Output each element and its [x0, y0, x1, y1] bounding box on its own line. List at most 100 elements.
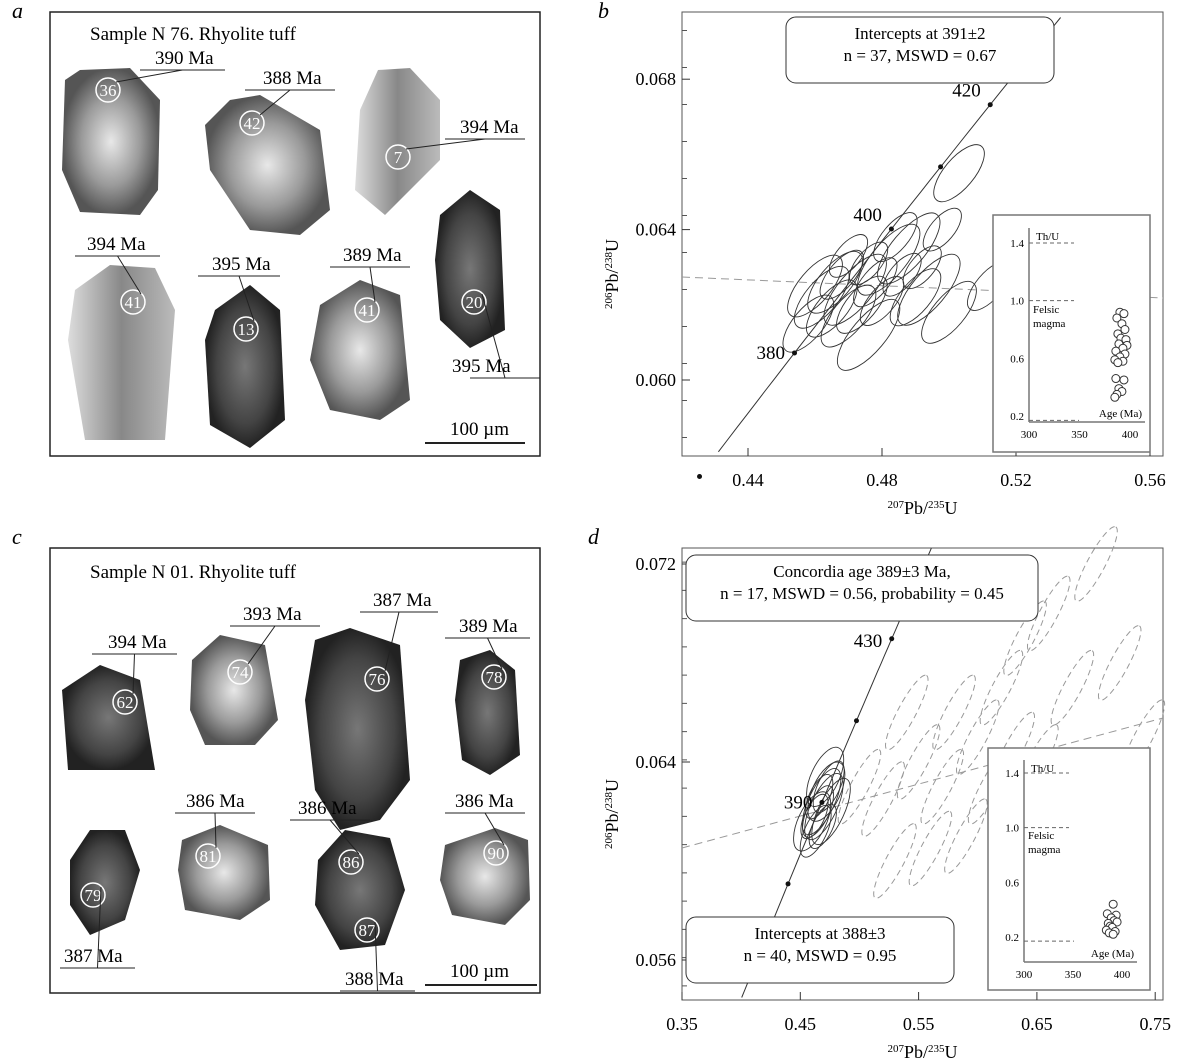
grain-number: 79 [85, 886, 102, 905]
panel-label-c: c [12, 524, 22, 549]
panel-label-b: b [598, 0, 609, 23]
leader-line [369, 266, 376, 303]
grain-number-circle [239, 110, 265, 136]
error-ellipse [889, 268, 942, 327]
grain-age: 388 Ma [345, 969, 404, 990]
inset-x-tick: 300 [1016, 969, 1033, 981]
grain-age: 390 Ma [155, 48, 214, 69]
zircon-grain [178, 825, 270, 920]
grain-number-circle [233, 316, 259, 342]
grain-age: 395 Ma [212, 254, 271, 275]
grain-number-circle [338, 849, 364, 875]
error-ellipse [897, 253, 961, 326]
error-ellipse [828, 234, 869, 278]
inset-data-point [1113, 358, 1123, 368]
grain-number: 42 [244, 114, 261, 133]
dashed-error-ellipse [944, 798, 988, 875]
grain-age: 386 Ma [186, 791, 245, 812]
leader-line [238, 275, 255, 322]
inset-y-label: Th/U [1031, 763, 1054, 775]
y-tick-label: 0.064 [636, 220, 677, 240]
leader-line [405, 138, 486, 150]
age-marker [853, 718, 859, 724]
leader-line [214, 812, 217, 849]
y-tick-label: 0.056 [636, 950, 677, 970]
inset-note: Felsic [1028, 830, 1054, 842]
grain-age: 386 Ma [455, 791, 514, 812]
inset-x-tick: 400 [1122, 429, 1139, 441]
dashed-error-ellipse [885, 674, 929, 751]
grain-number: 76 [369, 670, 386, 689]
y-tick-label: 0.064 [636, 752, 677, 772]
grain-number-circle [364, 666, 390, 692]
y-axis-label: 206Pb/238U [602, 239, 622, 309]
y-tick-label: 0.060 [636, 370, 677, 390]
annotation-box [685, 916, 955, 984]
grain-number: 62 [117, 693, 134, 712]
x-tick-label: 0.45 [785, 1014, 817, 1034]
inset-data-point [1108, 929, 1118, 939]
leader-line [487, 637, 503, 670]
error-ellipse [922, 207, 962, 252]
zircon-grain [68, 265, 175, 440]
x-tick-label: 0.44 [732, 470, 764, 490]
grain-age: 393 Ma [243, 604, 302, 625]
grain-number-circle [227, 659, 253, 685]
x-axis-label: 207Pb/235U [887, 498, 957, 518]
inset-data-point [1119, 375, 1129, 385]
grain-age: 394 Ma [87, 234, 146, 255]
dashed-error-ellipse [1026, 575, 1071, 652]
inset-y-tick: 0.6 [1005, 877, 1019, 889]
inset-x-label: Age (Ma) [1099, 408, 1142, 420]
inset-data-point [1112, 917, 1122, 927]
grain-number: 7 [394, 148, 403, 167]
zircon-grain [455, 650, 520, 775]
error-ellipse [805, 774, 834, 820]
leader-line [481, 293, 506, 379]
concordia-age-label: 430 [854, 631, 883, 652]
leader-line [374, 921, 378, 992]
dashed-error-ellipse [979, 649, 1024, 726]
annotation-line-1: Concordia age 389±3 Ma, [773, 562, 950, 581]
inset-x-label: Age (Ma) [1091, 948, 1134, 960]
leader-line [329, 819, 360, 855]
age-marker [987, 102, 993, 108]
grain-number: 74 [232, 663, 250, 682]
error-ellipse [921, 280, 977, 344]
error-ellipse [933, 144, 985, 203]
leader-line [115, 69, 183, 83]
inset-x-tick: 400 [1114, 969, 1131, 981]
zircon-grain [310, 280, 410, 420]
x-tick-label: 0.35 [666, 1014, 698, 1034]
inset-y-tick: 0.2 [1005, 932, 1019, 944]
panel-label-a: a [12, 0, 23, 23]
panel-label-d: d [588, 524, 600, 549]
grain-age: 394 Ma [108, 632, 167, 653]
annotation-line-1: Intercepts at 391±2 [854, 24, 985, 43]
annotation-line-2: n = 37, MSWD = 0.67 [844, 46, 997, 65]
error-ellipse [806, 279, 858, 338]
inset-y-tick: 1.0 [1005, 823, 1019, 835]
dashed-error-ellipse [861, 761, 905, 837]
x-tick-label: 0.75 [1139, 1014, 1171, 1034]
error-ellipse [837, 298, 901, 371]
dashed-error-ellipse [955, 699, 1000, 776]
zircon-grain [440, 828, 530, 925]
grain-number-circle [481, 664, 507, 690]
zircon-grain [190, 635, 278, 745]
inset-note: magma [1028, 844, 1060, 856]
inset-data-point [1111, 374, 1121, 384]
y-tick-label: 0.072 [636, 554, 677, 574]
age-marker [792, 350, 798, 356]
age-marker [938, 164, 944, 170]
grain-number-circle [354, 297, 380, 323]
dashed-error-ellipse [932, 674, 976, 751]
grain-age: 394 Ma [460, 117, 519, 138]
grain-number-circle [112, 689, 138, 715]
inset-y-tick: 0.6 [1010, 353, 1024, 365]
error-ellipse [799, 805, 832, 858]
dashed-error-ellipse [1050, 649, 1095, 726]
annotation-line-2: n = 40, MSWD = 0.95 [744, 946, 897, 965]
zircon-grain [70, 830, 140, 935]
